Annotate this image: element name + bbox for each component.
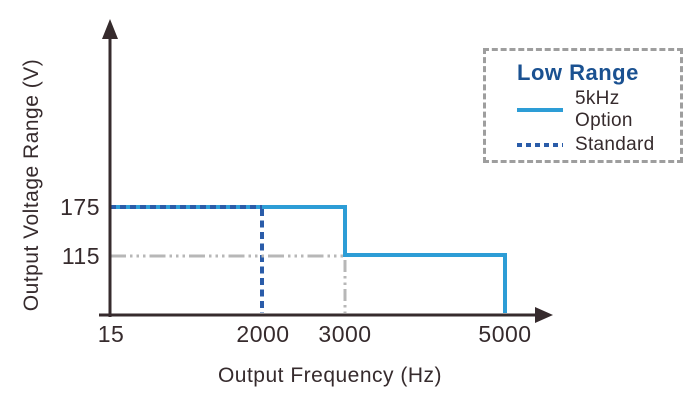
series-5khz-option-line	[110, 205, 507, 313]
x-tick-2000: 2000	[236, 321, 289, 347]
x-axis-title: Output Frequency (Hz)	[218, 364, 442, 387]
legend-box: Low Range 5kHz Option Standard	[483, 48, 683, 163]
y-axis-title: Output Voltage Range (V)	[20, 59, 43, 312]
y-tick-175: 175	[60, 194, 100, 220]
x-tick-3000: 3000	[318, 321, 371, 347]
legend-entry-5khz-option: 5kHz Option	[517, 88, 672, 131]
y-axis-arrowhead-icon	[102, 19, 118, 39]
solid-line-swatch-icon	[517, 108, 563, 112]
x-tick-5000: 5000	[478, 321, 531, 347]
x-axis-arrowhead-icon	[535, 307, 553, 323]
x-tick-15: 15	[98, 321, 125, 347]
dashed-line-swatch-icon	[517, 143, 563, 147]
legend-entry-label: Standard	[575, 134, 655, 155]
legend-entry-standard: Standard	[517, 134, 672, 156]
legend-title: Low Range	[517, 60, 639, 85]
y-tick-115: 115	[62, 243, 100, 269]
legend-entry-label: 5kHz Option	[575, 88, 633, 131]
